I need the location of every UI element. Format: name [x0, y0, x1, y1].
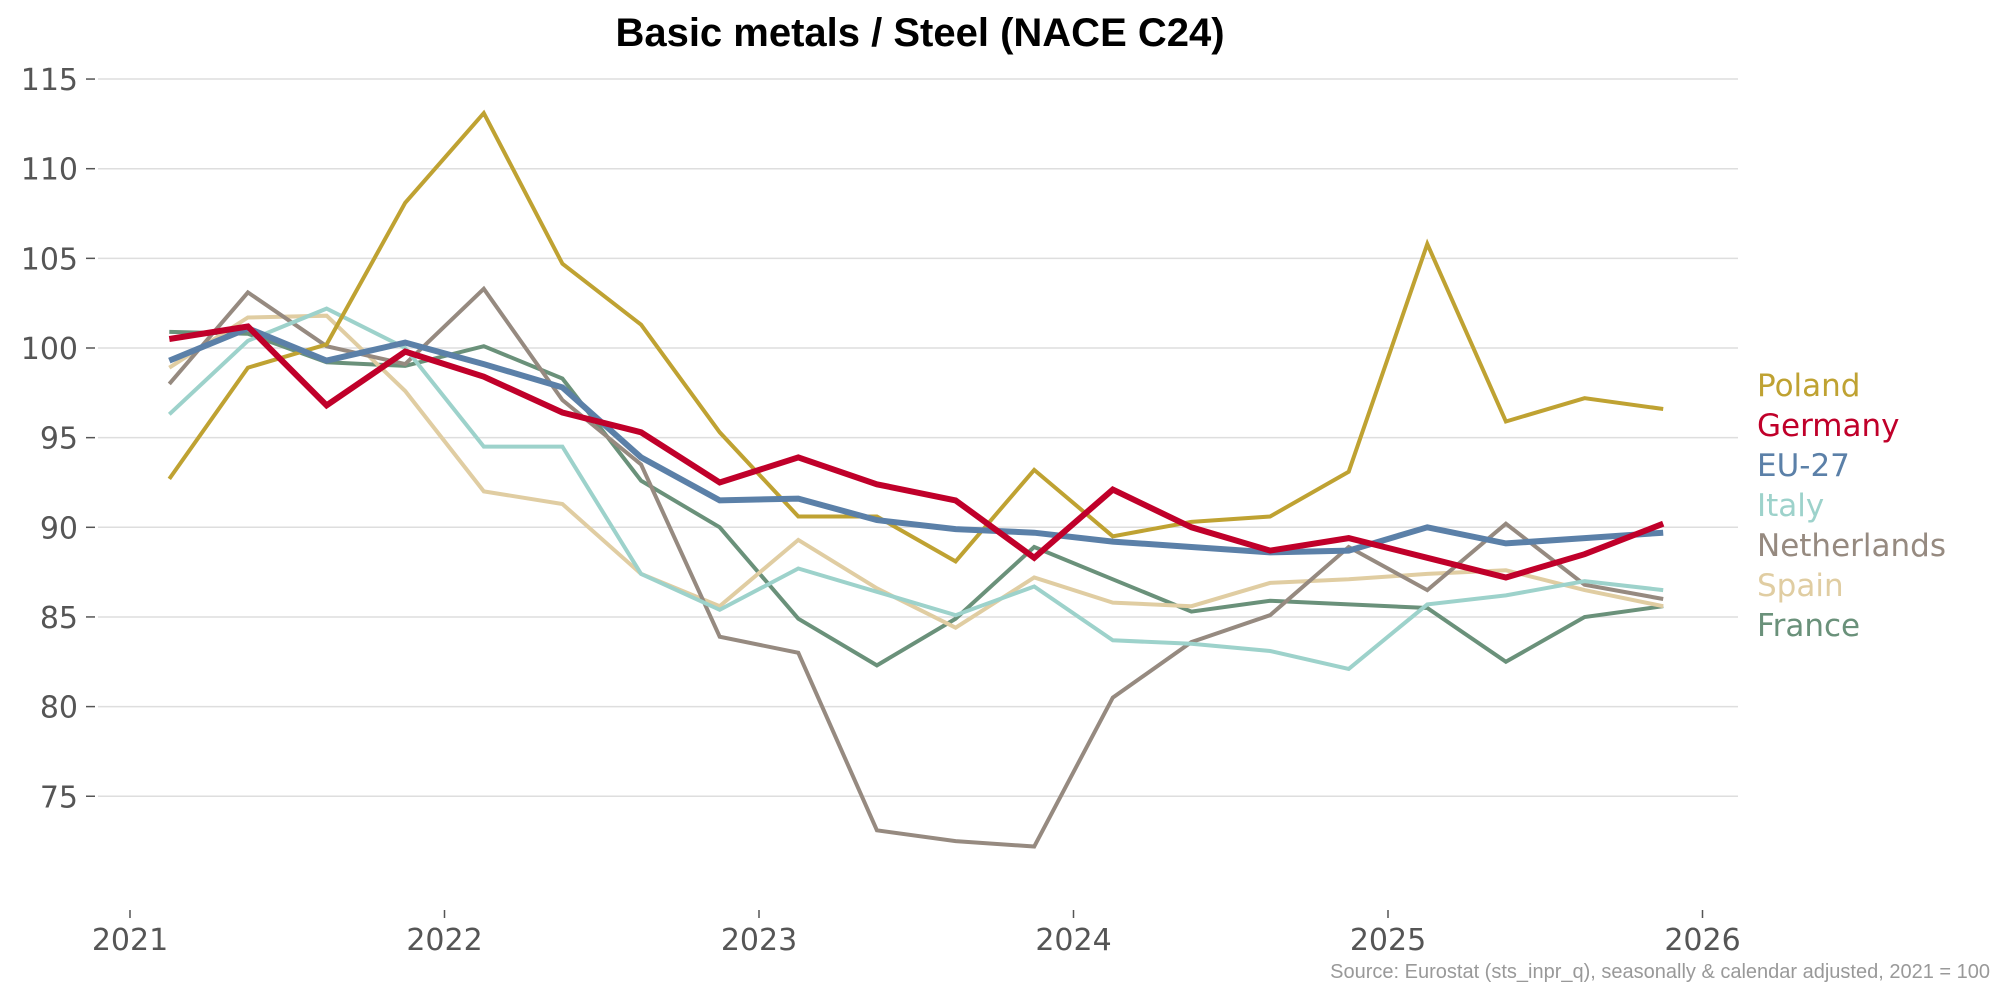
y-tick-label-115: 115 [21, 63, 78, 98]
x-tick-label-2025: 2025 [1350, 923, 1426, 958]
legend-label-netherlands: Netherlands [1757, 528, 1946, 564]
y-tick-label-95: 95 [40, 422, 78, 457]
chart-title: Basic metals / Steel (NACE C24) [615, 11, 1224, 55]
series-poland [167, 109, 1664, 564]
legend-label-eu-27: EU-27 [1757, 448, 1850, 484]
series-germany [168, 323, 1665, 581]
y-tick-label-80: 80 [40, 691, 78, 726]
series-eu-27 [168, 325, 1664, 556]
series-line-netherlands [167, 285, 1664, 849]
gridlines [98, 78, 1738, 797]
y-tick-label-85: 85 [40, 601, 78, 636]
series-netherlands [167, 285, 1664, 849]
series-italy [167, 306, 1664, 672]
y-axis: 75 80 85 90 95 100 105 110 115 [21, 63, 95, 815]
x-tick-label-2022: 2022 [406, 923, 482, 958]
legend: Poland Germany EU-27 Italy Netherlands Spain F… [1757, 368, 1946, 644]
y-tick-label-90: 90 [40, 511, 78, 546]
series-line-spain [168, 313, 1664, 630]
y-tick-label-110: 110 [21, 153, 78, 188]
legend-label-france: France [1757, 608, 1860, 644]
series-line-eu-27 [168, 325, 1664, 556]
x-tick-label-2021: 2021 [92, 923, 168, 958]
legend-label-spain: Spain [1757, 568, 1844, 604]
y-tick-label-105: 105 [21, 242, 78, 277]
y-tick-label-75: 75 [40, 780, 78, 815]
legend-label-poland: Poland [1757, 368, 1861, 404]
source-note: Source: Eurostat (sts_inpr_q), seasonall… [1330, 961, 1990, 983]
series-line-germany [168, 323, 1665, 581]
y-tick-label-100: 100 [21, 332, 78, 367]
series-line-italy [167, 306, 1664, 672]
x-tick-label-2026: 2026 [1664, 923, 1740, 958]
legend-label-italy: Italy [1757, 488, 1824, 524]
legend-label-germany: Germany [1757, 408, 1899, 444]
x-tick-label-2023: 2023 [721, 923, 797, 958]
series-line-poland [167, 109, 1664, 564]
x-tick-label-2024: 2024 [1035, 923, 1111, 958]
series-lines [167, 109, 1665, 849]
x-axis: 2021 2022 2023 2024 2025 2026 [92, 910, 1741, 958]
